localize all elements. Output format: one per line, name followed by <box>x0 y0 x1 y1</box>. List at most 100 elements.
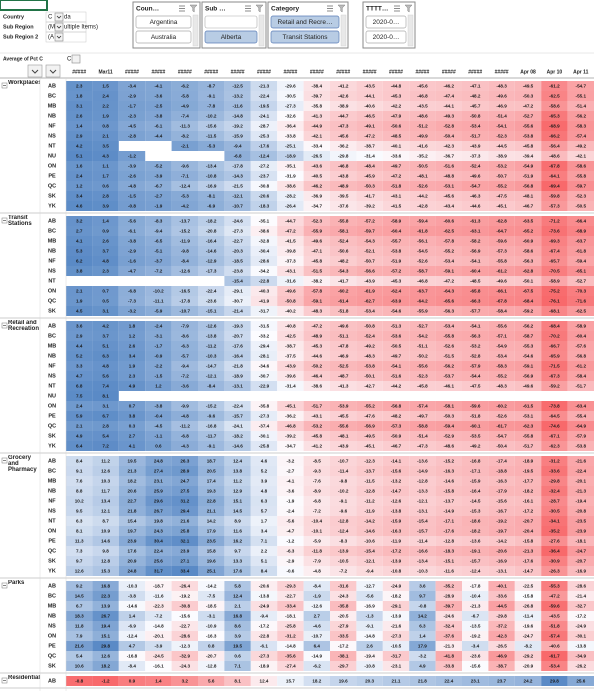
slicer-multi-select[interactable] <box>394 5 400 12</box>
row-label: NF <box>48 258 56 264</box>
heat-cell <box>462 676 489 686</box>
cell-value: -31.7 <box>391 654 402 659</box>
slicer-item[interactable] <box>135 15 192 29</box>
column-dropdown[interactable] <box>71 54 81 64</box>
heat-cell <box>92 676 119 686</box>
filter-dropdown[interactable] <box>54 32 64 42</box>
cell-value: -42.8 <box>417 204 428 209</box>
slicer-item[interactable] <box>365 30 407 44</box>
heat-cell <box>330 506 357 516</box>
row-label: YK <box>48 443 56 449</box>
cell-value: -14.6 <box>232 444 243 449</box>
slicer-clear-filter[interactable] <box>189 4 198 13</box>
cell-value: 0.8 <box>208 644 215 649</box>
heat-cell <box>541 591 568 601</box>
cell-value: -18.2 <box>523 489 534 494</box>
heat-cell <box>66 421 93 431</box>
row-dropdown[interactable] <box>45 64 61 78</box>
column-header: Apr 11 <box>573 69 589 75</box>
cell-value: -8.7 <box>207 84 215 89</box>
cell-value: -38.4 <box>312 84 323 89</box>
heat-cell <box>303 516 330 526</box>
cell-value: -60.1 <box>470 424 481 429</box>
slicer-item[interactable] <box>270 15 340 29</box>
heat-cell <box>382 201 410 211</box>
heat-cell <box>303 536 330 546</box>
heat-cell <box>382 226 410 236</box>
cell-value: 14.5 <box>75 594 84 599</box>
heat-cell <box>198 631 225 641</box>
cell-value: -41.8 <box>444 654 455 659</box>
heat-cell <box>356 101 383 111</box>
row-label: BC <box>48 333 56 339</box>
heat-cell <box>462 401 489 411</box>
cell-value: -3.9 <box>154 644 162 649</box>
heat-cell <box>409 546 436 556</box>
heat-cell <box>303 321 330 331</box>
slicer-multi-select[interactable] <box>179 5 185 12</box>
cell-value: -9.1 <box>207 444 215 449</box>
heat-cell <box>145 441 172 451</box>
cell-value: 25.9 <box>154 489 163 494</box>
heat-cell <box>66 321 93 331</box>
slicer-clear-filter[interactable] <box>404 4 413 13</box>
cell-value: -57.4 <box>576 134 587 139</box>
cell-value: -32.6 <box>285 114 296 119</box>
filter-dropdown[interactable] <box>54 22 64 32</box>
cell-value: -0.8 <box>418 604 426 609</box>
slicer-multi-select[interactable] <box>327 5 333 12</box>
row-dropdown[interactable] <box>27 64 43 78</box>
cell-value: -15.4 <box>232 279 243 284</box>
filter-cell <box>45 31 87 43</box>
slicer-clear-filter[interactable] <box>255 4 264 13</box>
heat-cell <box>224 151 251 161</box>
slicer-item[interactable] <box>204 30 258 44</box>
cell-value: -54.6 <box>523 354 534 359</box>
slicer-clear-filter[interactable] <box>337 4 346 13</box>
heat-cell <box>145 306 172 316</box>
cell-value: -45.6 <box>444 194 455 199</box>
heat-cell <box>514 496 542 506</box>
cell-value: -58.6 <box>523 249 534 254</box>
cell-value: -12.6 <box>206 324 217 329</box>
heat-cell <box>277 266 304 276</box>
heat-cell <box>118 246 146 256</box>
heat-cell <box>66 556 93 566</box>
heat-cell <box>382 526 410 536</box>
heat-cell <box>250 421 278 431</box>
cell-value: 0.9 <box>102 229 109 234</box>
heat-cell <box>277 201 304 211</box>
heat-cell <box>250 226 278 236</box>
slicer-item[interactable] <box>135 30 192 44</box>
slicer-item[interactable] <box>270 30 340 44</box>
row-label: NT <box>48 383 56 389</box>
cell-value: -63.1 <box>470 229 481 234</box>
heat-cell <box>356 421 383 431</box>
heat-cell <box>224 276 251 286</box>
cell-value: -18.9 <box>285 154 296 159</box>
cell-value: -13.6 <box>470 539 481 544</box>
slicer-multi-select[interactable] <box>245 5 251 12</box>
dropdown-arrow <box>56 25 62 29</box>
cell-value: -10.9 <box>206 624 217 629</box>
heat-cell <box>224 566 251 576</box>
heat-cell <box>382 216 410 226</box>
cell-value: -3.4 <box>471 644 479 649</box>
cell-value: -67.8 <box>496 299 507 304</box>
cell-value: 8.6 <box>234 624 241 629</box>
cell-value: -44.5 <box>496 604 507 609</box>
cell-value: -4.3 <box>181 444 189 449</box>
heat-cell <box>303 486 330 496</box>
filter-dropdown[interactable] <box>54 12 64 22</box>
cell-value: -24.5 <box>153 654 164 659</box>
cell-value: -8.5 <box>313 459 321 464</box>
heat-cell <box>409 121 436 131</box>
slicer-item[interactable] <box>365 15 407 29</box>
heat-cell <box>356 226 383 236</box>
heat-cell <box>66 401 93 411</box>
heat-cell <box>356 286 383 296</box>
cell-value: -50.8 <box>470 114 481 119</box>
heat-cell <box>382 341 410 351</box>
cell-value: -38.7 <box>285 344 296 349</box>
heat-cell <box>224 556 251 566</box>
